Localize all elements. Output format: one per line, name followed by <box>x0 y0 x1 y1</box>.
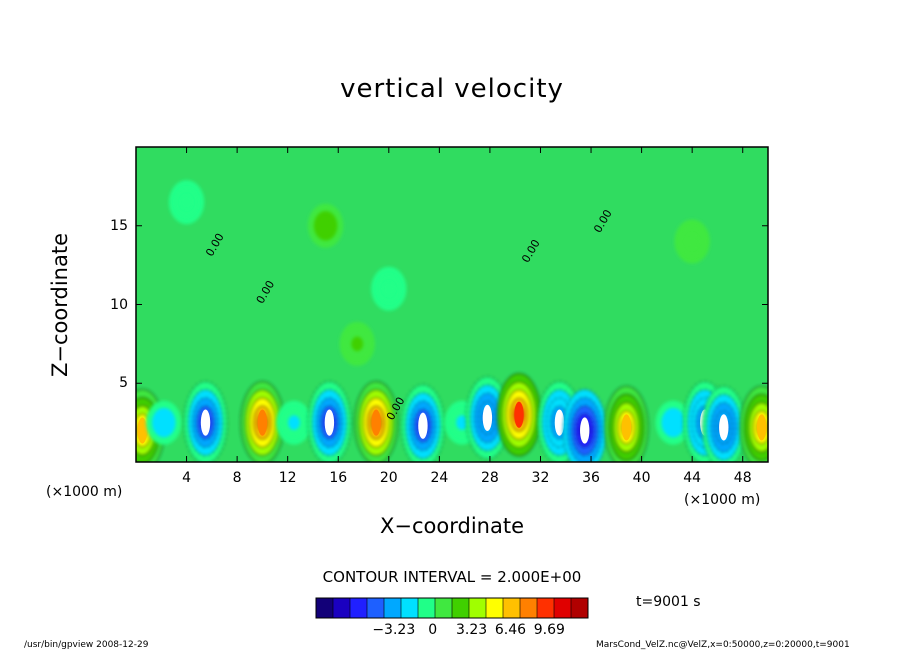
heatmap-cell <box>674 219 710 264</box>
heatmap-cell <box>400 384 445 462</box>
heatmap-cell <box>465 376 510 460</box>
colorbar-swatch <box>350 598 368 618</box>
heatmap-cell <box>240 381 285 462</box>
colorbar-swatch <box>571 598 589 618</box>
colorbar-tick-label: 3.23 <box>455 622 488 638</box>
x-tick-label: 48 <box>733 470 752 486</box>
x-tick-label: 44 <box>683 470 702 486</box>
chart-title: vertical velocity <box>340 74 564 104</box>
heatmap-cell <box>146 400 182 445</box>
heatmap-cell <box>339 321 375 366</box>
colorbar-swatch <box>469 598 487 618</box>
colorbar-swatch <box>520 598 538 618</box>
colorbar-tick-label: 6.46 <box>494 622 527 638</box>
x-tick-label: 16 <box>329 470 348 486</box>
heatmap-cell <box>604 385 649 462</box>
colorbar-swatch <box>418 598 436 618</box>
colorbar-swatch <box>503 598 521 618</box>
heatmap-cell <box>354 381 399 462</box>
heatmap-cell <box>307 381 352 462</box>
colorbar-swatch <box>435 598 453 618</box>
x-tick-label: 32 <box>531 470 550 486</box>
x-tick-label: 24 <box>430 470 449 486</box>
x-axis-unit-left: (×1000 m) <box>46 484 123 500</box>
colorbar-swatch <box>333 598 351 618</box>
x-tick-label: 8 <box>232 470 242 486</box>
heatmap-cell <box>276 400 312 445</box>
y-tick-label: 10 <box>110 296 128 313</box>
y-tick-label: 5 <box>119 375 128 392</box>
colorbar-swatch <box>554 598 572 618</box>
colorbar-tick-label: 9.69 <box>533 622 565 638</box>
colorbar-swatch <box>452 598 470 618</box>
contour-interval-text: CONTOUR INTERVAL = 2.000E+00 <box>322 568 582 586</box>
heatmap-cell <box>307 203 344 248</box>
heatmap-cell <box>701 385 746 462</box>
heatmap-cell <box>168 180 205 225</box>
colorbar-frame <box>315 597 589 619</box>
x-tick-label: 20 <box>379 470 398 486</box>
colorbar-swatch <box>316 598 334 618</box>
x-tick-label: 12 <box>278 470 297 486</box>
footer-source: MarsCond_VelZ.nc@VelZ,x=0:50000,z=0:2000… <box>596 640 850 650</box>
time-label: t=9001 s <box>636 594 701 610</box>
heatmap-cell <box>562 389 607 462</box>
heatmap-cell <box>371 266 407 311</box>
heatmap-field: 0.000.000.000.000.00 <box>136 147 768 462</box>
heatmap-cell <box>655 400 691 445</box>
footer-command: /usr/bin/gpview 2008-12-29 <box>24 640 149 650</box>
colorbar-swatch <box>537 598 555 618</box>
x-axis-unit-right: (×1000 m) <box>684 492 761 508</box>
x-tick-label: 36 <box>582 470 600 486</box>
x-tick-label: 4 <box>182 470 192 486</box>
colorbar-swatch <box>401 598 419 618</box>
y-tick-label: 15 <box>110 217 128 234</box>
x-axis-label: X−coordinate <box>380 514 524 538</box>
heatmap-cell <box>183 381 228 462</box>
colorbar-swatch <box>367 598 385 618</box>
colorbar-tick-label: −3.23 <box>372 622 416 638</box>
colorbar-tick-label: 0 <box>428 622 438 638</box>
x-tick-label: 28 <box>480 470 499 486</box>
colorbar-swatch <box>384 598 402 618</box>
heatmap-cell <box>739 385 768 462</box>
heatmap-cell <box>496 373 541 457</box>
x-tick-label: 40 <box>632 470 651 486</box>
colorbar-swatch <box>486 598 504 618</box>
